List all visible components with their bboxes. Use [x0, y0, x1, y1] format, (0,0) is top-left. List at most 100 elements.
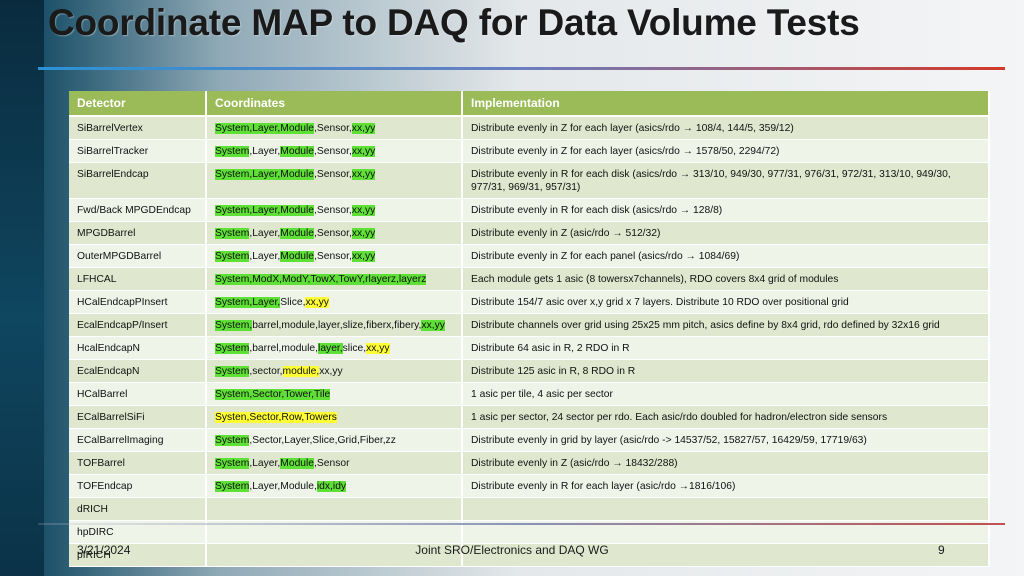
implementation-cell: Distribute evenly in R for each layer (a… — [462, 474, 990, 498]
coordinate-text: ,Layer, — [249, 251, 281, 262]
header-coordinates: Coordinates — [206, 91, 463, 117]
detector-cell: hpDIRC — [69, 520, 207, 544]
table-row: EcalEndcapP/Insert System,barrel,module,l… — [69, 313, 990, 337]
detector-cell: ECalBarrelImaging — [69, 428, 207, 452]
coordinates-cell: Systen,Sector,Row,Towers — [206, 405, 463, 429]
footer-date: 3/21/2024 — [77, 543, 131, 557]
table-row: EcalEndcapN System,sector,module,xx,yy Dis… — [69, 359, 990, 383]
table-row: LFHCAL System,ModX,ModY,TowX,TowY,rlayerz… — [69, 267, 990, 291]
coordinates-cell: System,Sector,Tower,Tile — [206, 382, 463, 406]
green-highlight: System,Sector,Tower,Tile — [215, 389, 331, 400]
coordinates-cell: System,barrel,module,layer,slize,fiberx,… — [206, 313, 463, 337]
coordinates-cell — [206, 543, 463, 567]
green-highlight: xx,yy — [351, 205, 376, 216]
green-highlight: System — [215, 146, 250, 157]
coordinate-text: ,Sensor, — [314, 205, 352, 216]
implementation-cell: 1 asic per sector, 24 sector per rdo. Ea… — [462, 405, 990, 429]
implementation-cell: 1 asic per tile, 4 asic per sector — [462, 382, 990, 406]
green-highlight: Module — [280, 146, 315, 157]
green-highlight: xx,yy — [351, 146, 376, 157]
coordinate-text: ,Sensor, — [314, 146, 352, 157]
coordinate-text: Slice, — [280, 297, 306, 308]
green-highlight: xx,yy — [421, 320, 445, 331]
coordinate-text: ,Sensor — [314, 458, 350, 469]
coordinates-cell: System,Sector,Layer,Slice,Grid,Fiber,zz — [206, 428, 463, 452]
green-highlight: System — [215, 435, 250, 446]
green-highlight: Module — [280, 228, 315, 239]
detector-cell: LFHCAL — [69, 267, 207, 291]
detector-cell: EcalEndcapP/Insert — [69, 313, 207, 337]
green-highlight: System, — [215, 320, 253, 331]
green-highlight: System — [215, 251, 250, 262]
implementation-cell — [462, 543, 990, 567]
table-row: MPGDBarrel System,Layer,Module,Sensor,xx,… — [69, 221, 990, 245]
coordinates-cell — [206, 520, 463, 544]
green-highlight: idx,idy — [316, 481, 347, 492]
green-highlight: System — [215, 481, 250, 492]
coordinate-text: ,Sensor, — [314, 228, 352, 239]
coordinate-text: barrel,module,layer,slize,fiberx,fibery, — [252, 320, 422, 331]
table-body: SiBarrelVertex System,Layer,Module,Sensor… — [69, 116, 990, 567]
table-header-row: Detector Coordinates Implementation — [69, 91, 990, 117]
detector-cell: HCalBarrel — [69, 382, 207, 406]
green-highlight: System — [215, 458, 250, 469]
yellow-highlight: Systen,Sector,Row,Towers — [215, 412, 337, 423]
table-row: TOFBarrel System,Layer,Module,Sensor Distr… — [69, 451, 990, 475]
detector-cell: SiBarrelTracker — [69, 139, 207, 163]
detector-cell: SiBarrelVertex — [69, 116, 207, 140]
coordinates-cell: System,ModX,ModY,TowX,TowY,rlayerz,layer… — [206, 267, 463, 291]
implementation-cell: Distribute evenly in Z (asic/rdo → 18432… — [462, 451, 990, 475]
table-row: ECalBarrelSiFi Systen,Sector,Row,Towers 1 … — [69, 405, 990, 429]
green-highlight: System,Layer,Module — [215, 123, 315, 134]
detector-cell: Fwd/Back MPGDEndcap — [69, 198, 207, 222]
implementation-cell — [462, 520, 990, 544]
detector-cell: TOFEndcap — [69, 474, 207, 498]
coordinate-text: ,Sensor, — [314, 169, 352, 180]
table-row: SiBarrelEndcap System,Layer,Module,Sensor… — [69, 162, 990, 199]
title-divider — [38, 67, 1005, 70]
coordinate-map-table: Detector Coordinates Implementation SiBa… — [69, 91, 990, 567]
detector-cell: TOFBarrel — [69, 451, 207, 475]
coordinates-cell: System,barrel,module,layer,slice,xx,yy — [206, 336, 463, 360]
yellow-highlight: xx,yy — [305, 297, 329, 308]
coordinate-text: ,Sensor, — [314, 251, 352, 262]
coordinate-text: ,Sensor, — [314, 123, 352, 134]
table-row: HCalBarrel System,Sector,Tower,Tile 1 asic… — [69, 382, 990, 406]
table-row: ECalBarrelImaging System,Sector,Layer,Sli… — [69, 428, 990, 452]
green-highlight: System — [215, 366, 250, 377]
coordinates-cell: System,Layer,Module,Sensor,xx,yy — [206, 244, 463, 268]
coordinates-cell: System,Layer,Module,Sensor,xx,yy — [206, 139, 463, 163]
table-row: SiBarrelTracker System,Layer,Module,Senso… — [69, 139, 990, 163]
slide-title: Coordinate MAP to DAQ for Data Volume Te… — [48, 2, 860, 43]
detector-cell: pfRICH — [69, 543, 207, 567]
coordinates-cell: System,Layer,Module,idx,idy — [206, 474, 463, 498]
table-row: HcalEndcapN System,barrel,module,layer,sl… — [69, 336, 990, 360]
detector-cell: dRICH — [69, 497, 207, 521]
coordinate-text: ,Sector,Layer,Slice,Grid,Fiber,zz — [249, 435, 396, 446]
detector-cell: EcalEndcapN — [69, 359, 207, 383]
implementation-cell: Distribute 125 asic in R, 8 RDO in R — [462, 359, 990, 383]
detector-cell: MPGDBarrel — [69, 221, 207, 245]
green-highlight: xx,yy — [351, 228, 376, 239]
left-decorative-band — [0, 0, 44, 576]
table-row: Fwd/Back MPGDEndcap System,Layer,Module,S… — [69, 198, 990, 222]
implementation-cell: Distribute evenly in R for each disk (as… — [462, 162, 990, 199]
green-highlight: Module — [280, 251, 315, 262]
detector-cell: HCalEndcapPInsert — [69, 290, 207, 314]
coordinate-text: ,Layer, — [249, 458, 281, 469]
yellow-highlight: module, — [282, 366, 320, 377]
green-highlight: layer, — [318, 343, 343, 354]
table-row: dRICH — [69, 497, 990, 521]
table-row: HCalEndcapPInsert System,Layer,Slice,xx,y… — [69, 290, 990, 314]
green-highlight: System,Layer,Module — [215, 169, 315, 180]
coordinate-text: ,Layer, — [249, 228, 281, 239]
implementation-cell: Distribute evenly in Z for each layer (a… — [462, 139, 990, 163]
yellow-highlight: xx,yy — [366, 343, 390, 354]
coordinates-cell — [206, 497, 463, 521]
green-highlight: System,Layer, — [215, 297, 281, 308]
table-row: TOFEndcap System,Layer,Module,idx,idy Dist… — [69, 474, 990, 498]
detector-cell: HcalEndcapN — [69, 336, 207, 360]
coordinate-text: ,Layer, — [249, 146, 281, 157]
coordinates-cell: System,Layer,Module,Sensor,xx,yy — [206, 221, 463, 245]
green-highlight: System — [215, 343, 250, 354]
